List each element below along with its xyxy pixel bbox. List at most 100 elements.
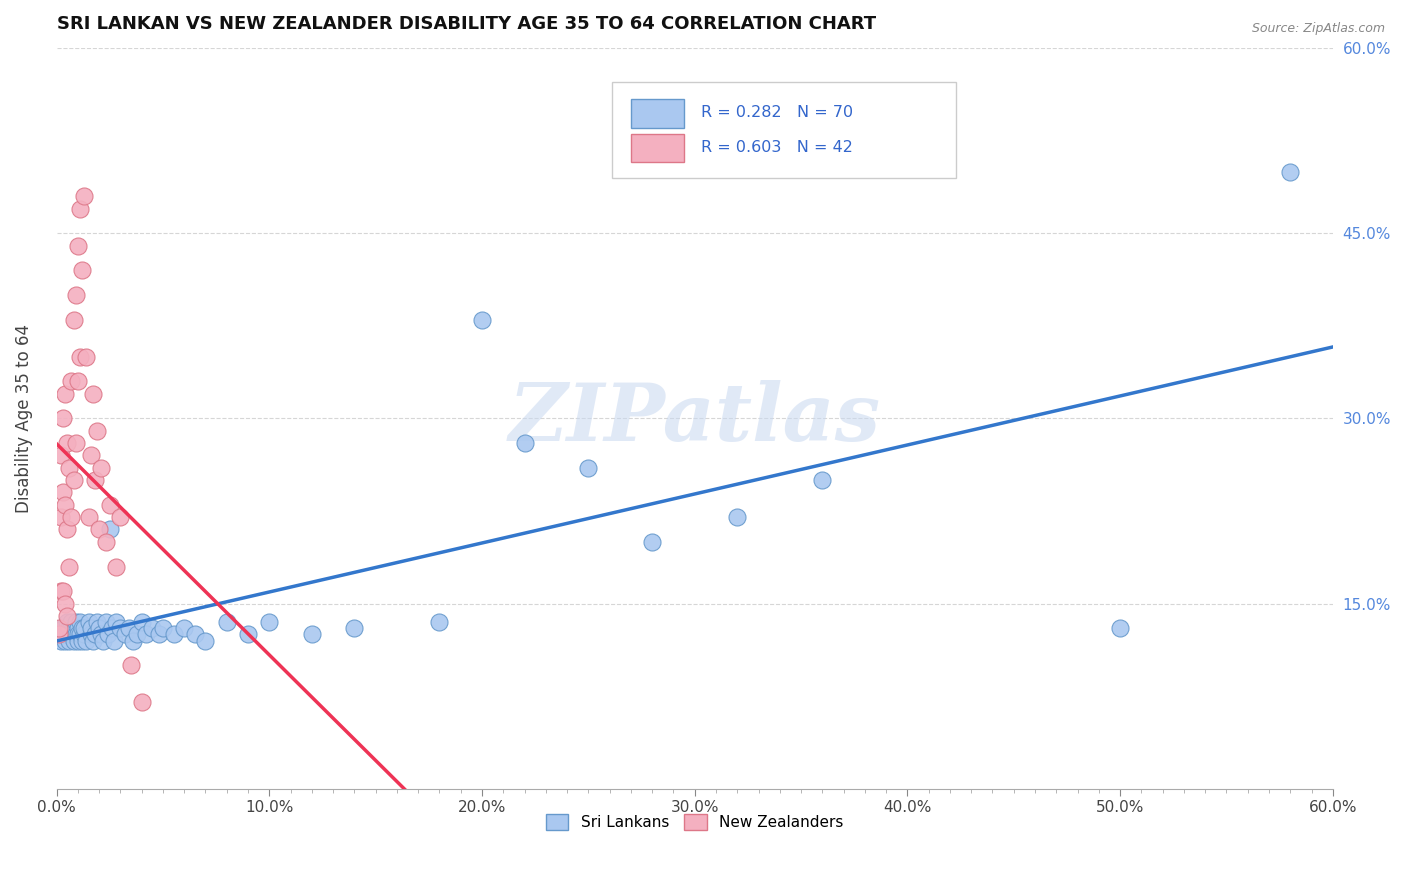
Point <box>93 633 115 648</box>
Point <box>105 615 128 629</box>
Point <box>58 559 80 574</box>
Point <box>56 608 79 623</box>
Point <box>148 627 170 641</box>
Point <box>60 627 83 641</box>
Point <box>118 621 141 635</box>
FancyBboxPatch shape <box>631 134 685 162</box>
Point <box>89 621 111 635</box>
Point <box>75 350 97 364</box>
Point <box>52 411 75 425</box>
Point <box>49 510 72 524</box>
Text: R = 0.282   N = 70: R = 0.282 N = 70 <box>702 105 853 120</box>
Point <box>576 460 599 475</box>
Point <box>215 615 238 629</box>
Point <box>73 627 96 641</box>
Point <box>56 615 79 629</box>
Point <box>131 695 153 709</box>
Point <box>53 627 76 641</box>
Point <box>105 559 128 574</box>
Point <box>49 633 72 648</box>
Point <box>56 436 79 450</box>
Text: R = 0.603   N = 42: R = 0.603 N = 42 <box>702 140 853 155</box>
Point <box>98 498 121 512</box>
Point <box>75 633 97 648</box>
Point <box>69 615 91 629</box>
Point <box>65 436 87 450</box>
Point <box>429 615 451 629</box>
Point <box>56 523 79 537</box>
Point <box>725 510 748 524</box>
Text: Source: ZipAtlas.com: Source: ZipAtlas.com <box>1251 22 1385 36</box>
Point <box>82 633 104 648</box>
Point <box>94 534 117 549</box>
Point <box>110 621 132 635</box>
Point <box>60 615 83 629</box>
Point <box>83 473 105 487</box>
Point <box>62 633 84 648</box>
Point <box>62 473 84 487</box>
Point <box>86 615 108 629</box>
Point <box>66 627 89 641</box>
Point <box>236 627 259 641</box>
Point <box>343 621 366 635</box>
Point <box>98 523 121 537</box>
Point <box>70 621 93 635</box>
Point <box>131 615 153 629</box>
Point <box>94 615 117 629</box>
Point <box>1279 165 1302 179</box>
Point <box>49 584 72 599</box>
Point <box>79 627 101 641</box>
Point <box>77 615 100 629</box>
Point <box>73 621 96 635</box>
Point <box>162 627 184 641</box>
Point <box>52 627 75 641</box>
Point <box>89 523 111 537</box>
Point <box>62 313 84 327</box>
Point <box>53 633 76 648</box>
Point <box>52 584 75 599</box>
Point <box>90 460 112 475</box>
Point <box>73 189 96 203</box>
Point <box>58 460 80 475</box>
Point <box>301 627 323 641</box>
Point <box>66 375 89 389</box>
Text: SRI LANKAN VS NEW ZEALANDER DISABILITY AGE 35 TO 64 CORRELATION CHART: SRI LANKAN VS NEW ZEALANDER DISABILITY A… <box>56 15 876 33</box>
Point <box>120 658 142 673</box>
Point <box>66 633 89 648</box>
Point <box>103 633 125 648</box>
Point <box>79 449 101 463</box>
Point <box>69 627 91 641</box>
Point <box>141 621 163 635</box>
Point <box>48 627 70 641</box>
Point <box>122 633 145 648</box>
Text: ZIPatlas: ZIPatlas <box>509 380 880 458</box>
Point <box>173 621 195 635</box>
Point <box>56 627 79 641</box>
Point <box>77 510 100 524</box>
Point <box>811 473 834 487</box>
Y-axis label: Disability Age 35 to 64: Disability Age 35 to 64 <box>15 324 32 513</box>
Point <box>86 424 108 438</box>
Point <box>114 627 136 641</box>
Point <box>60 375 83 389</box>
Point <box>65 615 87 629</box>
Point <box>49 449 72 463</box>
Point <box>194 633 217 648</box>
Point <box>69 202 91 216</box>
Point <box>83 627 105 641</box>
Point <box>70 263 93 277</box>
Point <box>513 436 536 450</box>
Legend: Sri Lankans, New Zealanders: Sri Lankans, New Zealanders <box>540 808 851 837</box>
Point <box>259 615 281 629</box>
Point <box>79 621 101 635</box>
Point <box>471 313 494 327</box>
Point <box>65 288 87 302</box>
Point <box>82 386 104 401</box>
Point <box>135 627 157 641</box>
Point <box>66 621 89 635</box>
Point <box>53 597 76 611</box>
Point <box>48 621 70 635</box>
Point <box>58 633 80 648</box>
Point <box>110 510 132 524</box>
Point <box>52 621 75 635</box>
